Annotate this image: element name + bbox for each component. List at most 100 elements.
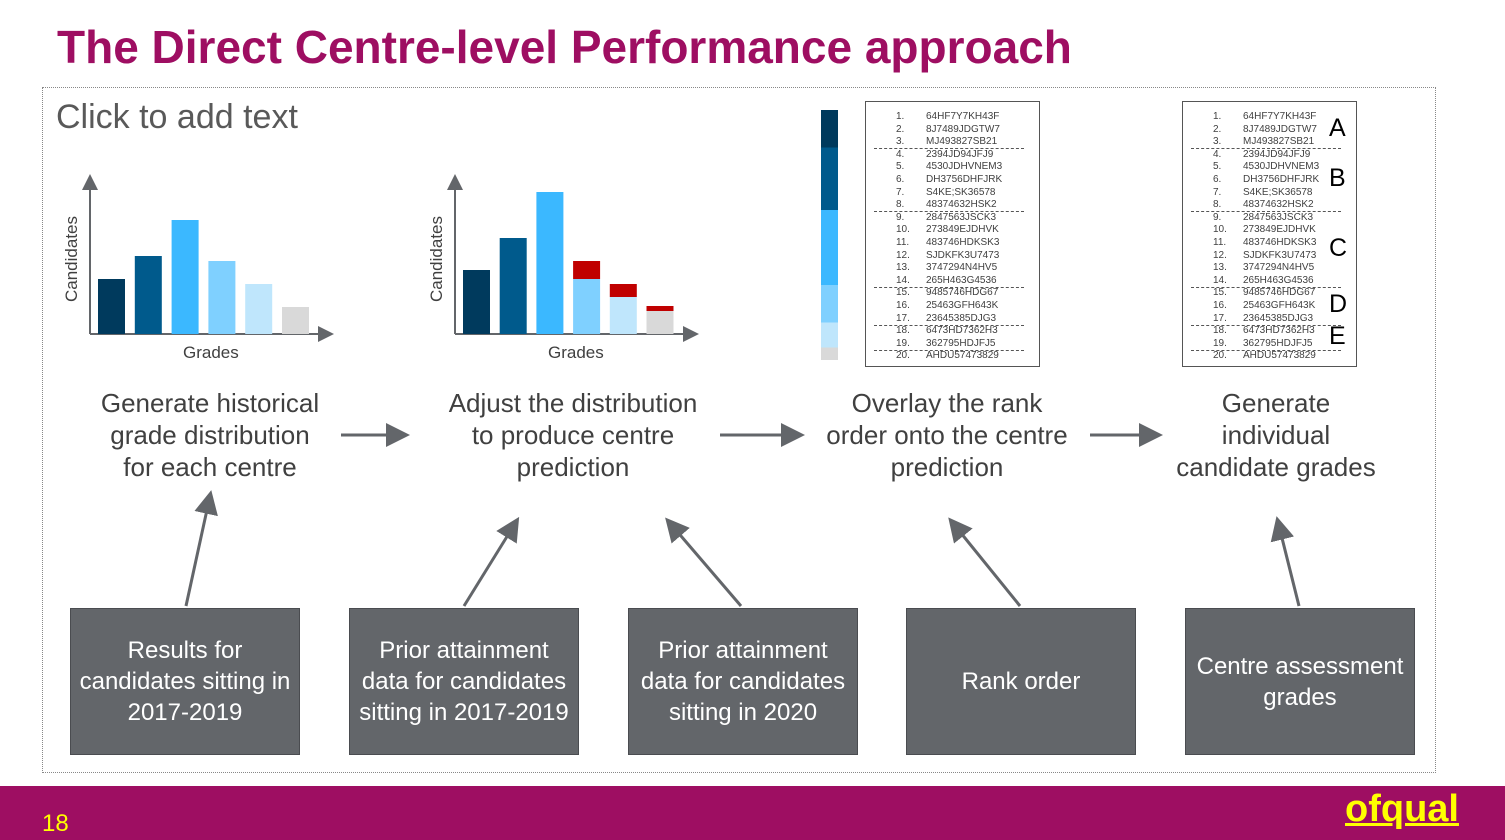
candidate-id: 2847563JSCK3 bbox=[1243, 211, 1314, 223]
rank-number: 18. bbox=[1213, 325, 1227, 337]
candidate-id: 23645385DJG3 bbox=[926, 312, 997, 324]
grade-boundary bbox=[1191, 211, 1341, 213]
input-arrow bbox=[462, 516, 520, 607]
rank-number: 5. bbox=[896, 161, 905, 173]
rank-number: 19. bbox=[896, 337, 910, 349]
candidate-id: 483746HDKSK3 bbox=[1243, 237, 1317, 248]
candidate-id: 64HF7Y7KH43F bbox=[926, 111, 1000, 122]
candidate-id: 8J7489JDGTW7 bbox=[1243, 123, 1317, 135]
text-placeholder[interactable]: Click to add text bbox=[56, 98, 298, 136]
candidate-id: MJ493827SB21 bbox=[926, 136, 998, 148]
footer-bar bbox=[0, 786, 1505, 840]
candidate-id: 265H463G4536 bbox=[1243, 274, 1314, 286]
candidate-id: 2847563JSCK3 bbox=[926, 211, 997, 223]
rank-number: 9. bbox=[896, 211, 905, 223]
bar bbox=[609, 297, 637, 334]
candidate-id: DH3756DHFJRK bbox=[1243, 174, 1320, 185]
grade-boundary bbox=[874, 324, 1024, 326]
input-arrow bbox=[1270, 516, 1301, 607]
candidate-id: 362795HDJFJ5 bbox=[1243, 337, 1313, 349]
caption-line: Generate historical bbox=[100, 388, 320, 418]
rank-number: 11. bbox=[1213, 237, 1227, 248]
rank-number: 16. bbox=[1213, 300, 1227, 311]
candidate-id: AHDU57473829 bbox=[1243, 350, 1316, 362]
graded-rank-list: 1. 64HF7Y7KH43F 2. 8J7489JDGTW7 3. MJ493827SB… bbox=[1182, 101, 1357, 367]
input-box-rank-order: Rank order bbox=[906, 608, 1136, 755]
rank-band bbox=[821, 347, 838, 360]
rank-number: 9. bbox=[1213, 211, 1222, 223]
bar bbox=[245, 284, 273, 334]
candidate-id: 64HF7Y7KH43F bbox=[1243, 111, 1317, 122]
page-number: 18 bbox=[42, 810, 69, 837]
input-arrow bbox=[184, 490, 218, 607]
caption-line: grade distribution bbox=[110, 420, 310, 450]
candidate-id: 2394JD94JFJ9 bbox=[926, 148, 994, 160]
candidate-id: 8J7489JDGTW7 bbox=[926, 123, 1000, 135]
rank-number: 10. bbox=[1213, 224, 1227, 236]
rank-number: 13. bbox=[896, 262, 910, 274]
candidate-id: SJDKFK3U7473 bbox=[1243, 249, 1317, 261]
grade-boundary bbox=[1191, 286, 1341, 288]
candidate-id: 4530JDHVNEM3 bbox=[926, 161, 1003, 173]
step-caption-2: Adjust the distribution to produce centre… bbox=[423, 387, 723, 483]
rank-number: 6. bbox=[896, 174, 905, 185]
bar bbox=[98, 279, 125, 334]
caption-line: Adjust the distribution bbox=[448, 388, 698, 418]
bar bbox=[282, 307, 309, 334]
candidate-id: 25463GFH643K bbox=[926, 300, 999, 311]
bar bbox=[536, 192, 564, 334]
rank-band bbox=[821, 147, 838, 210]
adjustment-bar bbox=[646, 306, 674, 311]
slide-title: The Direct Centre-level Performance appr… bbox=[57, 21, 1072, 73]
rank-number: 20. bbox=[1213, 350, 1227, 362]
grade-boundary bbox=[874, 211, 1024, 213]
input-arrow bbox=[948, 517, 1022, 607]
rank-number: 4. bbox=[1213, 148, 1222, 160]
caption-line: order onto the centre bbox=[826, 420, 1068, 450]
grade-label: E bbox=[1329, 321, 1346, 350]
candidate-id: AHDU57473829 bbox=[926, 350, 999, 362]
caption-line: to produce centre bbox=[471, 420, 675, 450]
rank-number: 6. bbox=[1213, 174, 1222, 185]
grade-label: D bbox=[1329, 290, 1348, 319]
rank-number: 14. bbox=[896, 274, 910, 286]
candidate-id: 265H463G4536 bbox=[926, 274, 997, 286]
x-axis-label: Grades bbox=[548, 343, 604, 362]
bar bbox=[134, 256, 162, 334]
grade-label: B bbox=[1329, 164, 1346, 193]
rank-number: 2. bbox=[896, 123, 905, 135]
rank-number: 13. bbox=[1213, 262, 1227, 274]
candidate-id: 4530JDHVNEM3 bbox=[1243, 161, 1320, 173]
candidate-id: S4KE;SK36578 bbox=[926, 186, 996, 198]
rank-number: 14. bbox=[1213, 274, 1227, 286]
rank-band bbox=[821, 110, 838, 148]
caption-line: individual bbox=[1221, 420, 1331, 450]
rank-number: 15. bbox=[896, 287, 910, 299]
candidate-id: 6473HD7362H3 bbox=[926, 325, 998, 337]
text-placeholder-box[interactable] bbox=[42, 87, 1436, 773]
input-box-centre-assessment-grades: Centre assessment grades bbox=[1185, 608, 1415, 755]
adjustment-bar bbox=[609, 284, 637, 297]
bar bbox=[463, 270, 490, 334]
x-axis-label: Grades bbox=[183, 343, 239, 362]
candidate-id: 2394JD94JFJ9 bbox=[1243, 148, 1311, 160]
bar bbox=[573, 279, 601, 334]
candidate-id: 3747294N4HV5 bbox=[926, 262, 998, 274]
rank-number: 1. bbox=[1213, 111, 1222, 122]
rank-number: 15. bbox=[1213, 287, 1227, 299]
rank-number: 3. bbox=[1213, 136, 1222, 148]
step-caption-4: Generate individual candidate grades bbox=[1126, 387, 1426, 483]
input-box-results: Results for candidates sitting in 2017-2… bbox=[70, 608, 300, 755]
input-box-prior-attainment-2017-2019: Prior attainment data for candidates sit… bbox=[349, 608, 579, 755]
adjustment-bar bbox=[573, 261, 601, 279]
grade-boundary bbox=[874, 148, 1024, 150]
candidate-id: SJDKFK3U7473 bbox=[926, 249, 1000, 261]
rank-number: 7. bbox=[1213, 186, 1222, 198]
rank-number: 5. bbox=[1213, 161, 1222, 173]
rank-number: 4. bbox=[896, 148, 905, 160]
grade-boundary bbox=[874, 349, 1024, 351]
y-axis-label: Candidates bbox=[62, 215, 81, 302]
candidate-id: 362795HDJFJ5 bbox=[926, 337, 996, 349]
rank-band bbox=[821, 322, 838, 348]
candidate-id: 9485746HDG67 bbox=[1243, 287, 1316, 299]
